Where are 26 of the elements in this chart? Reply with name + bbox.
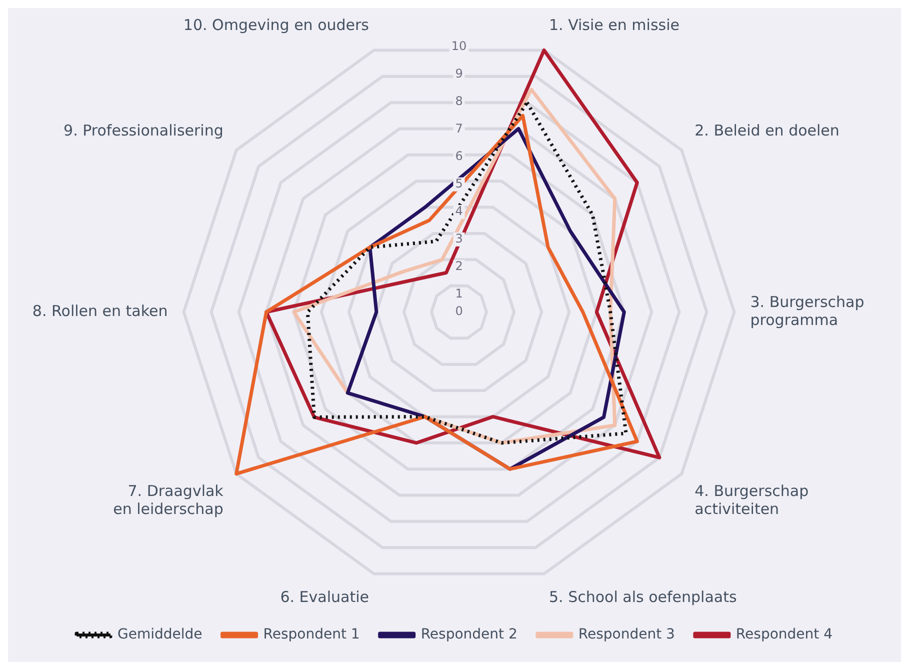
- spoke-label: 6. Evaluatie: [280, 588, 369, 606]
- legend-label: Respondent 2: [420, 626, 518, 643]
- spoke-label: 3. Burgerschap programma: [750, 292, 864, 329]
- legend-label: Gemiddelde: [118, 626, 202, 643]
- y-tick-label: 8: [455, 94, 463, 108]
- legend-label: Respondent 1: [263, 626, 360, 643]
- y-tick-label: 0: [455, 304, 463, 318]
- spoke-label: 9. Professionalisering: [64, 122, 224, 140]
- spoke-label: 8. Rollen en taken: [32, 302, 168, 320]
- y-tick-label: 3: [455, 232, 463, 246]
- y-tick-label: 6: [455, 148, 463, 163]
- legend-label: Respondent 4: [736, 626, 833, 643]
- spoke-label: 2. Beleid en doelen: [694, 122, 840, 140]
- y-tick-label: 10: [451, 38, 467, 53]
- y-tick-label: 7: [455, 121, 463, 136]
- y-tick-label: 9: [455, 66, 463, 80]
- spoke-label: 7. Draagvlak en leiderschap: [113, 482, 224, 518]
- spoke-label: 5. School als oefenplaats: [549, 588, 737, 606]
- y-tick-label: 5: [455, 176, 463, 190]
- legend-label: Respondent 3: [578, 626, 675, 643]
- y-tick-label: 1: [455, 286, 463, 301]
- spoke-label: 1. Visie en missie: [549, 16, 680, 34]
- y-tick-label: 2: [455, 259, 463, 274]
- spoke-label: 10. Omgeving en ouders: [183, 16, 370, 34]
- y-tick-label: 4: [455, 204, 463, 218]
- spoke-label: 4. Burgerschap activiteiten: [694, 482, 809, 518]
